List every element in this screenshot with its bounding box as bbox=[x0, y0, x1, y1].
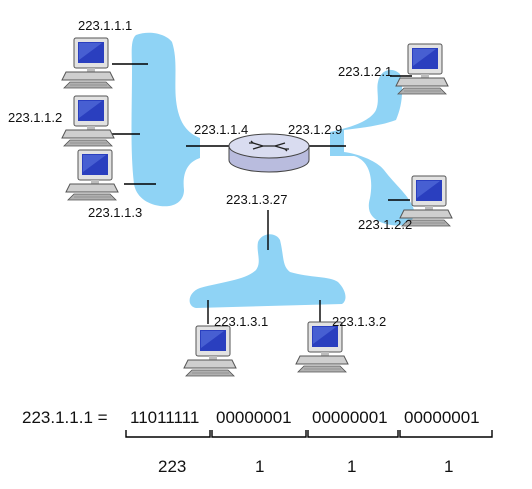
address-label-host-1-1: 223.1.1.1 bbox=[78, 18, 132, 33]
octet-1-decimal: 223 bbox=[158, 457, 186, 476]
address-label-host-1-3: 223.1.1.3 bbox=[88, 205, 142, 220]
octet-1-bits: 11011111 bbox=[130, 408, 199, 427]
octet-2-decimal: 1 bbox=[255, 457, 264, 476]
host-223-1-1-3 bbox=[65, 149, 119, 201]
octet-4-bracket bbox=[399, 430, 493, 438]
address-label-host-2-2: 223.1.2.2 bbox=[358, 217, 412, 232]
address-label-router-if-1: 223.1.1.4 bbox=[194, 122, 248, 137]
host-223-1-1-2 bbox=[61, 95, 115, 147]
host-223-1-2-1 bbox=[395, 43, 449, 95]
router-arrows-icon bbox=[249, 140, 289, 152]
octet-1-bracket bbox=[125, 430, 211, 438]
octet-3-decimal: 1 bbox=[347, 457, 356, 476]
octet-3-bracket bbox=[307, 430, 399, 438]
octet-4-decimal: 1 bbox=[444, 457, 453, 476]
octet-2-bits: 00000001 bbox=[216, 408, 292, 427]
address-label-host-2-1: 223.1.2.1 bbox=[338, 64, 392, 79]
address-label-host-3-1: 223.1.3.1 bbox=[214, 314, 268, 329]
subnet-2-bus bbox=[330, 69, 415, 226]
octet-4-bits: 00000001 bbox=[404, 408, 480, 427]
host-223-1-1-1 bbox=[61, 37, 115, 89]
address-label-host-3-2: 223.1.3.2 bbox=[332, 314, 386, 329]
address-label-host-1-2: 223.1.1.2 bbox=[8, 110, 62, 125]
subnet-1-bus bbox=[131, 32, 200, 207]
host-223-1-3-1 bbox=[183, 325, 237, 377]
host-223-1-3-2 bbox=[295, 321, 349, 373]
octet-brackets bbox=[125, 430, 493, 438]
router bbox=[228, 133, 310, 173]
binary-lhs: 223.1.1.1 = bbox=[22, 408, 108, 427]
subnet-3-bus bbox=[189, 234, 346, 308]
address-label-router-if-3: 223.1.3.27 bbox=[226, 192, 287, 207]
octet-3-bits: 00000001 bbox=[312, 408, 388, 427]
address-label-router-if-2: 223.1.2.9 bbox=[288, 122, 342, 137]
octet-2-bracket bbox=[211, 430, 307, 438]
links bbox=[112, 63, 412, 324]
